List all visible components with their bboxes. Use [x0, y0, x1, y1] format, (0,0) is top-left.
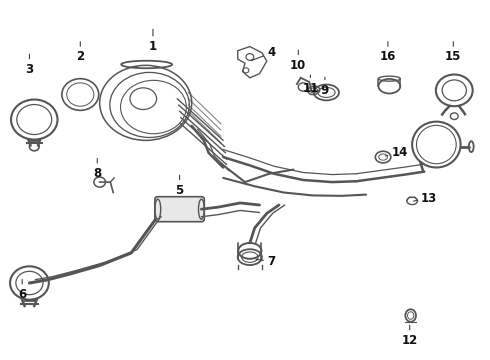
Text: 3: 3	[25, 54, 33, 76]
Text: 1: 1	[149, 29, 157, 53]
Text: 2: 2	[76, 42, 84, 63]
FancyBboxPatch shape	[155, 197, 204, 222]
Text: 11: 11	[302, 75, 318, 95]
Text: 14: 14	[386, 147, 408, 159]
Text: 4: 4	[251, 46, 276, 61]
Text: 10: 10	[290, 50, 306, 72]
Text: 7: 7	[256, 255, 276, 268]
Text: 6: 6	[18, 279, 26, 301]
Text: 9: 9	[321, 77, 329, 97]
Text: 5: 5	[175, 175, 184, 197]
Text: 15: 15	[445, 42, 462, 63]
Text: 12: 12	[402, 325, 418, 347]
Text: 8: 8	[93, 158, 101, 180]
Text: 13: 13	[414, 192, 437, 205]
Text: 16: 16	[380, 42, 396, 63]
